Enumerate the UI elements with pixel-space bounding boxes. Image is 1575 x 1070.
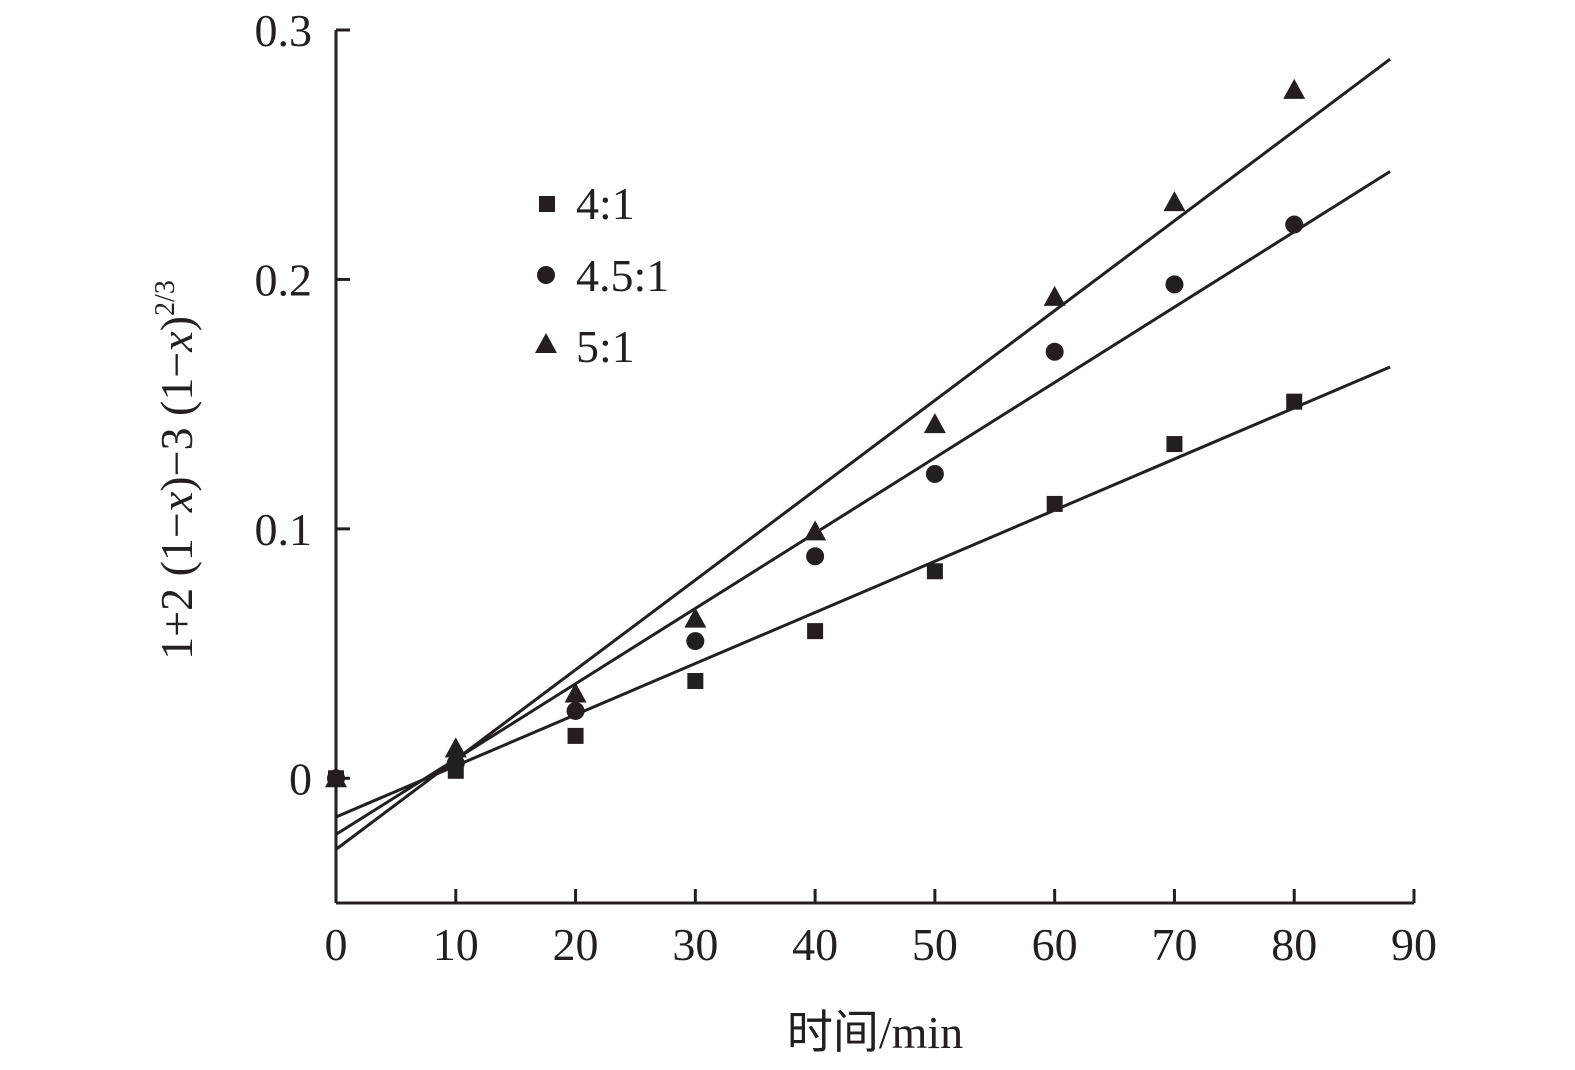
point-4-5-1-80 — [1285, 215, 1304, 234]
y-tick-label-0-3: 0.3 — [255, 5, 313, 56]
axis-ticks: 0 10 20 30 40 50 60 70 80 90 0 0.1 0.2 0.3 — [255, 5, 1438, 970]
y-axis-title: 1+2 (1−x)−3 (1−x)2/3 — [150, 280, 202, 660]
x-tick-label-60: 60 — [1032, 919, 1078, 970]
point-4-1-40 — [807, 623, 824, 640]
point-4-1-80 — [1286, 393, 1303, 410]
y-axis-title-exponent: 2/3 — [150, 280, 181, 316]
point-5-1-20 — [564, 682, 587, 703]
point-5-1-0 — [325, 767, 347, 788]
legend-label-4-5-1: 4.5:1 — [576, 250, 669, 301]
point-4-5-1-60 — [1045, 342, 1064, 361]
point-4-5-1-20 — [566, 701, 585, 720]
y-axis-title-var1: x — [151, 491, 202, 513]
y-tick-label-0: 0 — [289, 753, 312, 804]
point-4-5-1-40 — [806, 547, 825, 566]
point-5-1-70 — [1163, 191, 1186, 212]
y-axis-title-suffix: ) — [151, 316, 202, 331]
y-tick-label-0-1: 0.1 — [255, 504, 313, 555]
point-5-1-10 — [444, 737, 467, 758]
fit-line-4-1 — [335, 365, 1391, 819]
x-tick-label-0: 0 — [325, 919, 348, 970]
legend-marker-5-1 — [535, 333, 557, 353]
legend-label-4-1: 4:1 — [576, 178, 635, 229]
x-tick-label-10: 10 — [433, 919, 479, 970]
point-4-1-20 — [567, 727, 584, 744]
x-tick-label-30: 30 — [672, 919, 718, 970]
fit-lines — [335, 57, 1391, 851]
x-tick-label-40: 40 — [792, 919, 838, 970]
fit-line-4-5-1 — [335, 170, 1391, 836]
legend: 4:1 4.5:1 5:1 — [535, 178, 669, 372]
point-5-1-40 — [804, 520, 827, 541]
x-axis-title: 时间/min — [787, 1007, 963, 1058]
y-axis-title-prefix: 1+2 (1− — [151, 512, 202, 660]
point-4-1-30 — [687, 673, 704, 690]
point-4-5-1-70 — [1165, 275, 1184, 294]
legend-marker-4-5-1 — [537, 266, 555, 284]
point-4-1-60 — [1046, 495, 1063, 512]
legend-marker-4-1 — [539, 196, 555, 212]
point-4-5-1-10 — [446, 754, 465, 773]
data-markers — [325, 78, 1306, 788]
point-5-1-80 — [1283, 78, 1306, 99]
x-tick-label-50: 50 — [912, 919, 958, 970]
y-axis-title-middle: )−3 (1− — [151, 352, 202, 492]
point-4-1-70 — [1166, 436, 1183, 453]
y-axis-title-var2: x — [151, 331, 202, 353]
y-tick-label-0-2: 0.2 — [255, 254, 313, 305]
point-5-1-30 — [684, 607, 707, 628]
fit-line-5-1 — [335, 57, 1391, 851]
x-tick-label-70: 70 — [1151, 919, 1197, 970]
point-4-5-1-30 — [686, 632, 705, 651]
plot-area: 0 10 20 30 40 50 60 70 80 90 0 0.1 0.2 0.3 — [255, 5, 1438, 970]
point-5-1-60 — [1043, 285, 1066, 306]
point-4-5-1-50 — [925, 464, 944, 483]
point-5-1-50 — [923, 413, 946, 434]
legend-label-5-1: 5:1 — [576, 321, 635, 372]
x-tick-label-90: 90 — [1391, 919, 1437, 970]
point-4-1-50 — [926, 563, 943, 580]
x-tick-label-20: 20 — [553, 919, 599, 970]
x-tick-label-80: 80 — [1271, 919, 1317, 970]
